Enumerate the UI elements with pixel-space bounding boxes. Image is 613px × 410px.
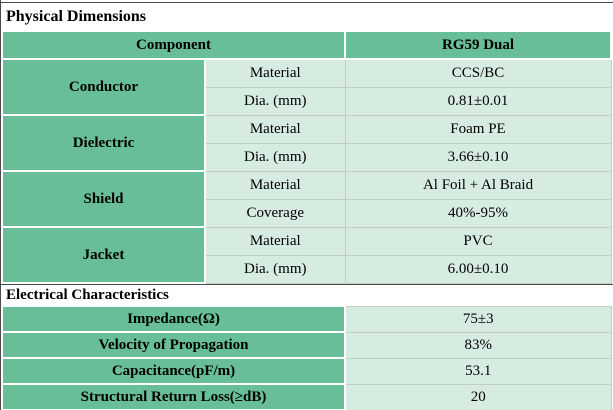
- table-row: Velocity of Propagation 83%: [1, 331, 612, 359]
- table-row: Jacket Material PVC: [1, 226, 612, 284]
- value-cell: 83%: [344, 331, 612, 359]
- table-row: Dia. (mm) 3.66±0.10: [2, 142, 612, 172]
- value-cell: 3.66±0.10: [344, 142, 612, 172]
- table-row: Impedance(Ω) 75±3: [1, 305, 612, 333]
- table-row: Shield Material Al Foil + Al Braid: [1, 170, 612, 228]
- value-cell: Foam PE: [344, 114, 612, 144]
- table-row: Dia. (mm) 6.00±0.10: [2, 254, 612, 284]
- table-row: Conductor Material CCS/BC: [1, 58, 612, 116]
- table-row: Structural Return Loss(≥dB) 20: [1, 383, 612, 410]
- value-cell: PVC: [344, 226, 612, 256]
- component-group-cell: Jacket: [1, 226, 206, 284]
- value-cell: 0.81±0.01: [344, 86, 612, 116]
- property-cell: Material: [204, 114, 346, 144]
- table-row: Dia. (mm) 0.81±0.01: [2, 86, 612, 116]
- property-cell: Material: [204, 170, 346, 200]
- electrical-section-title: Electrical Characteristics: [1, 284, 613, 305]
- parameter-cell: Impedance(Ω): [1, 305, 346, 333]
- property-cell: Dia. (mm): [204, 254, 346, 284]
- property-cell: Dia. (mm): [204, 86, 346, 116]
- property-cell: Material: [204, 226, 346, 256]
- property-cell: Coverage: [204, 198, 346, 228]
- value-cell: 40%-95%: [344, 198, 612, 228]
- value-cell: 75±3: [344, 305, 612, 333]
- electrical-characteristics-table: Impedance(Ω) 75±3 Velocity of Propagatio…: [1, 305, 612, 410]
- parameter-cell: Velocity of Propagation: [1, 331, 346, 359]
- parameter-cell: Structural Return Loss(≥dB): [1, 383, 346, 410]
- value-cell: 53.1: [344, 357, 612, 385]
- product-header-cell: RG59 Dual: [344, 30, 613, 60]
- value-cell: 6.00±0.10: [344, 254, 612, 284]
- property-cell: Dia. (mm): [204, 142, 346, 172]
- physical-section-title: Physical Dimensions: [1, 2, 613, 30]
- table-row: Coverage 40%-95%: [2, 198, 612, 228]
- value-cell: 20: [344, 383, 612, 410]
- table-row: Dielectric Material Foam PE: [1, 114, 612, 172]
- component-group-cell: Shield: [1, 170, 206, 228]
- component-group-cell: Dielectric: [1, 114, 206, 172]
- property-cell: Material: [204, 58, 346, 88]
- table-header-row: Component RG59 Dual: [1, 30, 613, 60]
- component-header-cell: Component: [1, 30, 347, 60]
- value-cell: Al Foil + Al Braid: [344, 170, 612, 200]
- parameter-cell: Capacitance(pF/m): [1, 357, 346, 385]
- value-cell: CCS/BC: [344, 58, 612, 88]
- table-row: Capacitance(pF/m) 53.1: [1, 357, 612, 385]
- component-group-cell: Conductor: [1, 58, 206, 116]
- physical-dimensions-table: Component RG59 Dual Conductor Material C…: [1, 30, 613, 284]
